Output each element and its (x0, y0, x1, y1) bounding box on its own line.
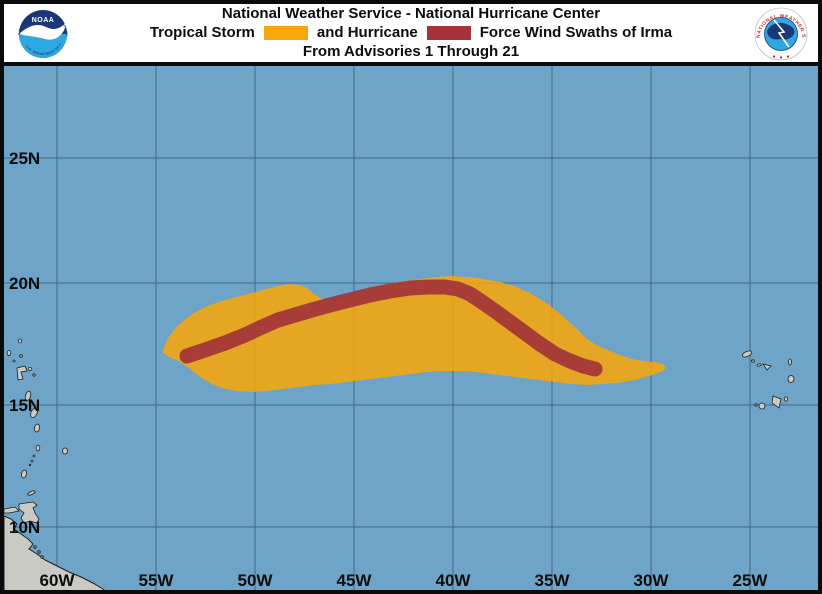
legend-hurricane-label: and Hurricane (316, 24, 418, 41)
land-south-america (4, 515, 105, 590)
lon-label: 50W (238, 571, 274, 590)
legend-tropical-storm-label: Tropical Storm (149, 24, 255, 41)
title-line-3: From Advisories 1 Through 21 (302, 43, 520, 60)
noaa-lower-half (19, 34, 67, 58)
longitude-labels: 60W 55W 50W 45W 40W 35W 30W 25W (40, 571, 769, 590)
noaa-logo: NOAA NATIONAL OCEANIC AND ATMOSPHERIC AD… (15, 6, 69, 58)
nws-logo: NATIONAL WEATHER SERVICE (753, 6, 808, 61)
header-bar: NOAA NATIONAL OCEANIC AND ATMOSPHERIC AD… (4, 4, 818, 62)
noaa-acronym: NOAA (32, 17, 55, 24)
lat-label: 15N (9, 396, 40, 415)
hurricane-swath (179, 279, 603, 377)
land-cape-verde (741, 350, 795, 410)
lat-label: 25N (9, 149, 40, 168)
tropical-storm-swath (162, 276, 666, 392)
lon-label: 40W (436, 571, 472, 590)
lon-label: 35W (535, 571, 571, 590)
nws-bottom-dots (772, 55, 790, 59)
header-titles: National Weather Service - National Hurr… (4, 4, 818, 62)
nws-continent-icon (767, 22, 795, 40)
nws-lightning-icon (773, 19, 790, 48)
tropical-storm-color-swatch (263, 26, 308, 40)
hurricane-color-swatch (426, 26, 471, 40)
lat-label: 10N (9, 518, 40, 537)
map-area: 60W 55W 50W 45W 40W 35W 30W 25W 25N 20N … (4, 66, 818, 590)
graticule (4, 66, 818, 590)
legend-row: Tropical Storm and Hurricane Force Wind … (150, 24, 672, 42)
lon-label: 45W (337, 571, 373, 590)
lat-label: 20N (9, 274, 40, 293)
noaa-seagull-icon (19, 21, 67, 40)
lon-label: 25W (733, 571, 769, 590)
lon-label: 55W (139, 571, 175, 590)
map-canvas: 60W 55W 50W 45W 40W 35W 30W 25W 25N 20N … (4, 66, 818, 590)
title-line-1: National Weather Service - National Hurr… (221, 5, 601, 22)
legend-suffix-label: Force Wind Swaths of Irma (479, 24, 673, 41)
land-lesser-antilles (4, 338, 68, 524)
lon-label: 30W (634, 571, 670, 590)
lon-label: 60W (40, 571, 76, 590)
latitude-labels: 25N 20N 15N 10N (9, 149, 40, 537)
